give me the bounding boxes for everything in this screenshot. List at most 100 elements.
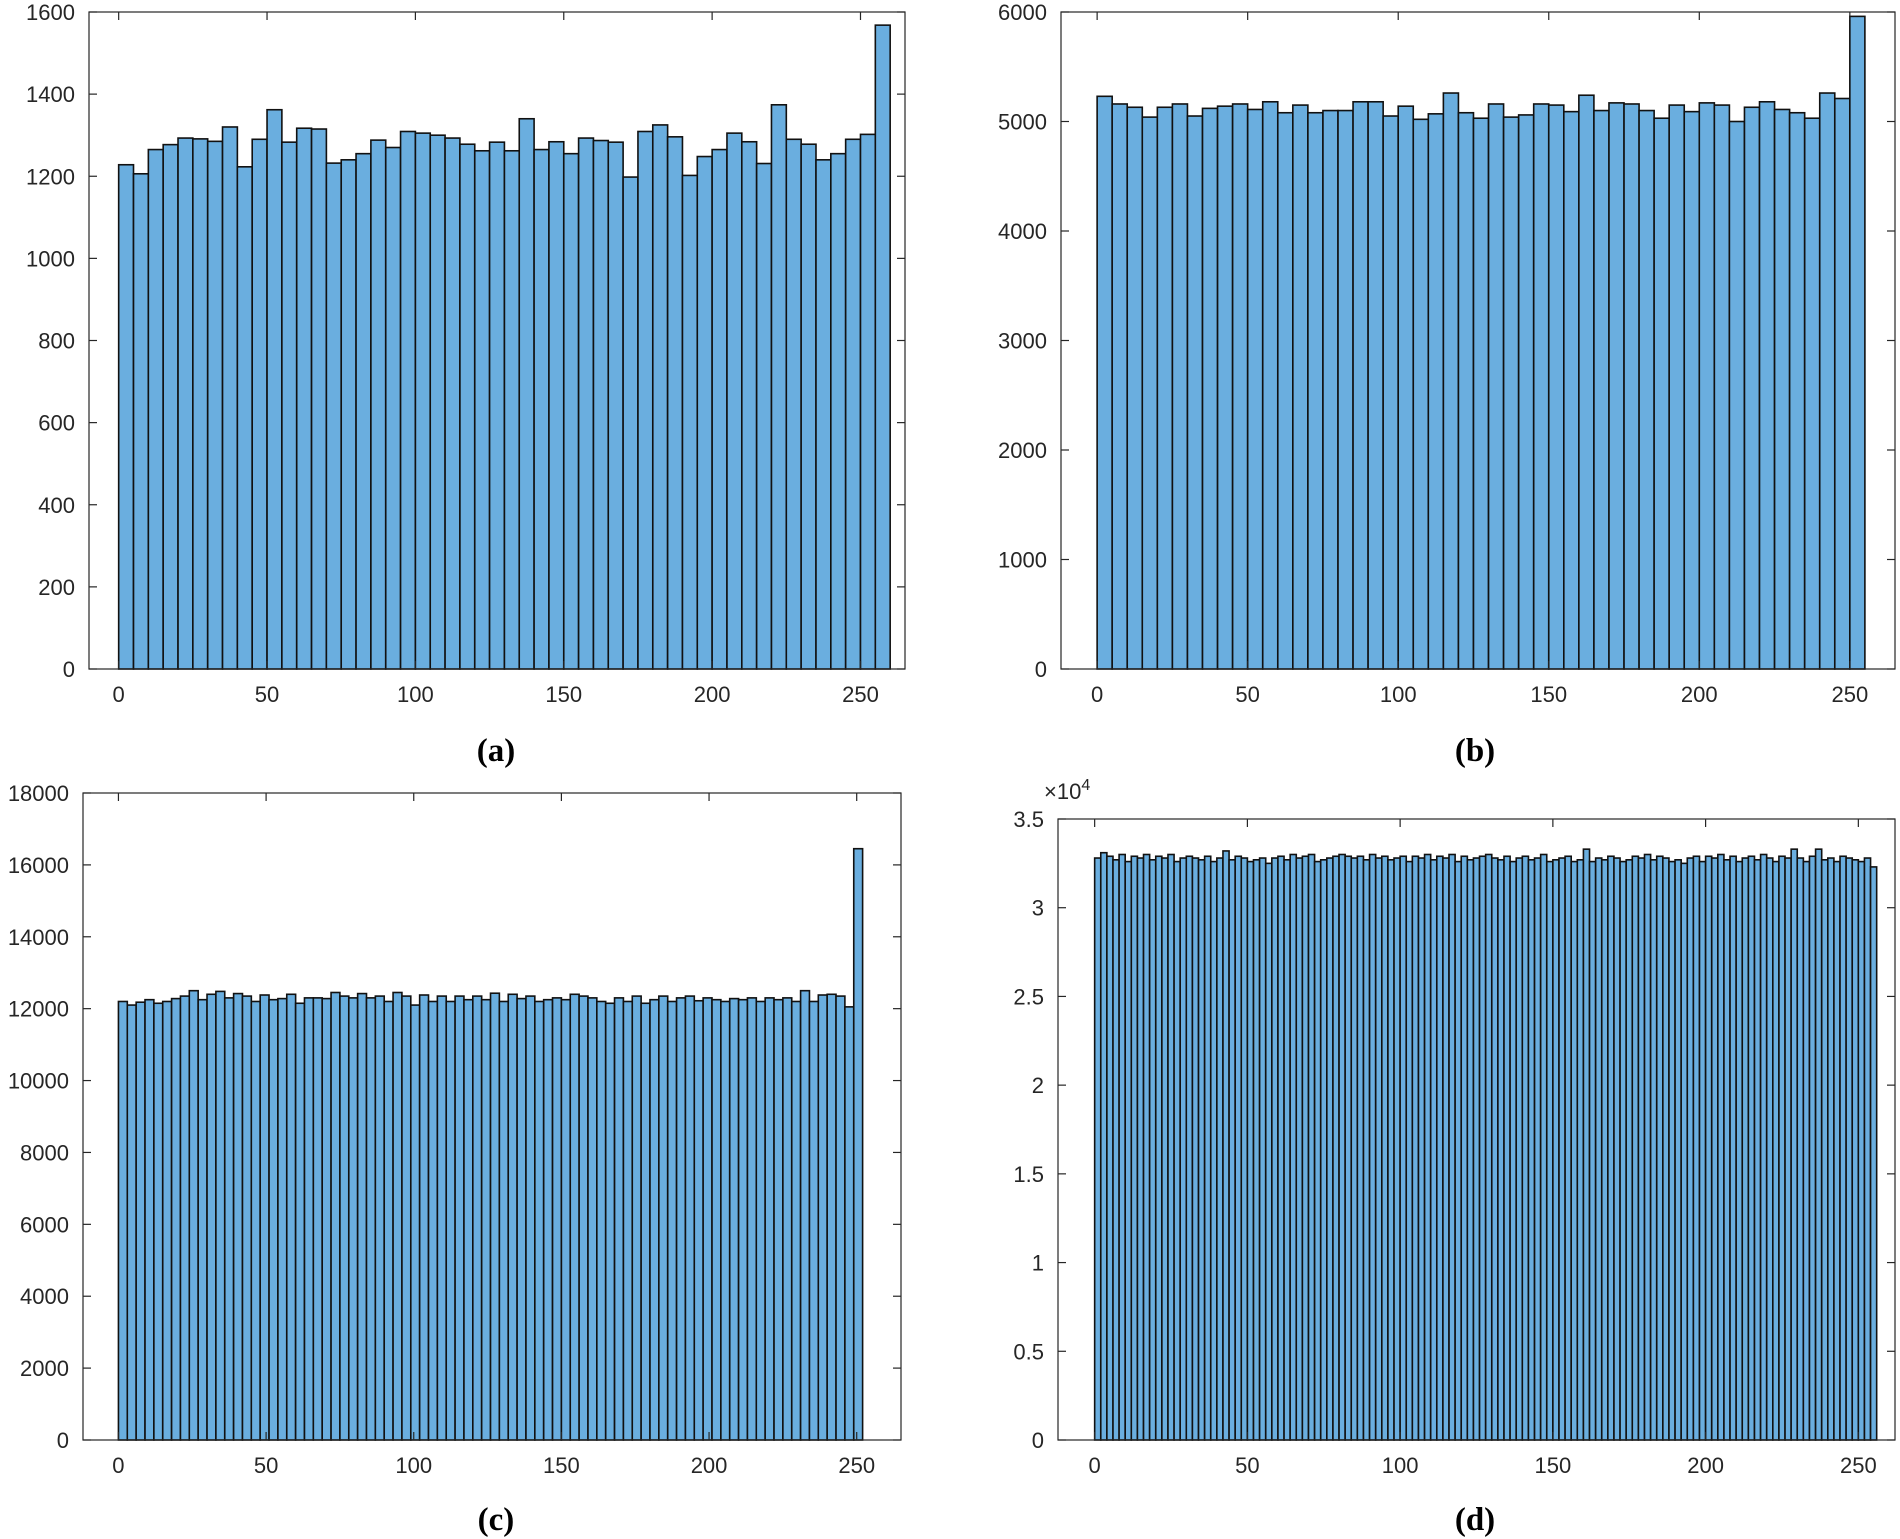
x-tick-label: 250 xyxy=(1831,682,1868,707)
histogram-bar xyxy=(720,1000,731,1441)
y-multiplier-exponent: 4 xyxy=(1081,777,1090,794)
histogram-bar xyxy=(473,149,491,670)
histogram-bar xyxy=(463,998,474,1441)
histogram-bar xyxy=(1216,857,1224,1441)
histogram-bar xyxy=(675,997,687,1441)
histogram-bar xyxy=(459,143,476,670)
histogram-bar xyxy=(1399,855,1408,1441)
histogram-bar xyxy=(365,997,377,1441)
histogram-bar xyxy=(414,132,432,670)
y-tick-label: 2000 xyxy=(998,438,1047,463)
histogram-bar xyxy=(1484,853,1493,1441)
histogram-bar xyxy=(746,997,758,1441)
histogram-bar xyxy=(852,847,864,1441)
histogram-bar xyxy=(1655,855,1664,1441)
x-tick-label: 100 xyxy=(1382,1453,1419,1478)
histogram-bar xyxy=(1593,109,1610,670)
histogram-bar xyxy=(518,117,535,670)
histogram-bar xyxy=(179,995,191,1441)
histogram-bar xyxy=(1552,859,1560,1441)
histogram-bar xyxy=(161,1000,173,1441)
histogram-bar xyxy=(1747,855,1756,1441)
histogram-bar xyxy=(1466,859,1475,1441)
histogram-bar xyxy=(649,998,660,1441)
histogram-bar xyxy=(1613,857,1621,1441)
histogram-bar xyxy=(162,143,179,670)
histogram-bar xyxy=(1350,857,1359,1441)
y-tick-label: 1000 xyxy=(998,548,1047,573)
histogram-bar xyxy=(577,137,595,670)
x-tick-label: 200 xyxy=(1687,1453,1724,1478)
histogram-bar xyxy=(1758,100,1776,670)
histogram-bar xyxy=(737,998,749,1441)
histogram-bar xyxy=(321,997,332,1441)
histogram-bar xyxy=(1773,108,1791,670)
histogram-bar xyxy=(383,1000,394,1441)
histogram-bar xyxy=(1532,103,1550,670)
histogram-bar xyxy=(1563,110,1580,670)
histogram-bar xyxy=(631,995,642,1441)
x-tick-label: 150 xyxy=(543,1453,580,1478)
histogram-bar xyxy=(1276,111,1294,670)
y-tick-label: 0 xyxy=(63,657,75,682)
y-tick-label: 4000 xyxy=(20,1284,69,1309)
histogram-bar xyxy=(587,997,598,1441)
histogram-bar xyxy=(1171,103,1189,670)
y-tick-label: 1600 xyxy=(26,0,75,25)
histogram-bar xyxy=(1292,104,1309,670)
x-tick-label: 0 xyxy=(1089,1453,1101,1478)
histogram-bar xyxy=(622,1000,634,1441)
histogram-bar xyxy=(144,998,155,1441)
y-tick-label: 1 xyxy=(1032,1251,1044,1276)
histogram-bar xyxy=(1808,855,1817,1441)
histogram-bar xyxy=(1460,855,1469,1441)
histogram-bar xyxy=(1356,855,1365,1441)
histogram-bar xyxy=(1322,109,1339,670)
x-tick-label: 0 xyxy=(1091,682,1103,707)
histogram-bar xyxy=(815,159,832,670)
histogram-bar xyxy=(666,136,684,670)
histogram-bar xyxy=(1497,859,1505,1441)
histogram-bar xyxy=(153,1002,164,1441)
histogram-bar xyxy=(1252,859,1261,1441)
histogram-bar xyxy=(755,1000,766,1441)
histogram-bar xyxy=(330,991,341,1441)
histogram-bar xyxy=(1735,860,1744,1441)
histogram-bar xyxy=(1246,860,1255,1441)
y-tick-label: 1.5 xyxy=(1013,1162,1044,1187)
y-tick-label: 4000 xyxy=(998,219,1047,244)
histogram-bar xyxy=(370,139,387,670)
histogram-bar xyxy=(285,993,297,1441)
histogram-bar xyxy=(1631,855,1640,1441)
histogram-bar xyxy=(1649,859,1658,1441)
axes-box xyxy=(82,792,902,1441)
histogram-bar xyxy=(1833,97,1851,670)
histogram-bar xyxy=(835,995,846,1441)
y-tick-label: 2000 xyxy=(20,1356,69,1381)
histogram-bar xyxy=(1857,860,1866,1441)
histogram-bar xyxy=(637,130,654,670)
histogram-bar xyxy=(1337,109,1354,670)
histogram-bar xyxy=(1161,857,1169,1441)
histogram-bar xyxy=(1547,104,1565,670)
histogram-bar xyxy=(1788,111,1806,670)
histogram-bar xyxy=(1619,860,1627,1441)
x-tick-label: 200 xyxy=(694,682,731,707)
histogram-bar xyxy=(445,1000,456,1441)
histogram-bar xyxy=(1111,103,1129,670)
histogram-bar xyxy=(785,138,802,670)
histogram-bar xyxy=(188,989,199,1441)
y-tick-label: 16000 xyxy=(8,853,69,878)
chart-panel-a: 0 50 100 150 200 250 0 200 400 600 800 1000 1200 1400… xyxy=(26,0,906,769)
histogram-bar xyxy=(1564,855,1572,1441)
histogram-bar xyxy=(215,990,226,1441)
histogram-bar xyxy=(681,174,699,670)
histogram-bar xyxy=(542,998,554,1441)
bar-group xyxy=(1093,848,1878,1441)
histogram-bar xyxy=(1367,100,1384,670)
histogram-bar xyxy=(1283,859,1291,1441)
histogram-bar xyxy=(1338,853,1346,1441)
histogram-bar xyxy=(1240,857,1249,1441)
histogram-bar xyxy=(480,998,492,1441)
histogram-bar xyxy=(1643,853,1652,1441)
